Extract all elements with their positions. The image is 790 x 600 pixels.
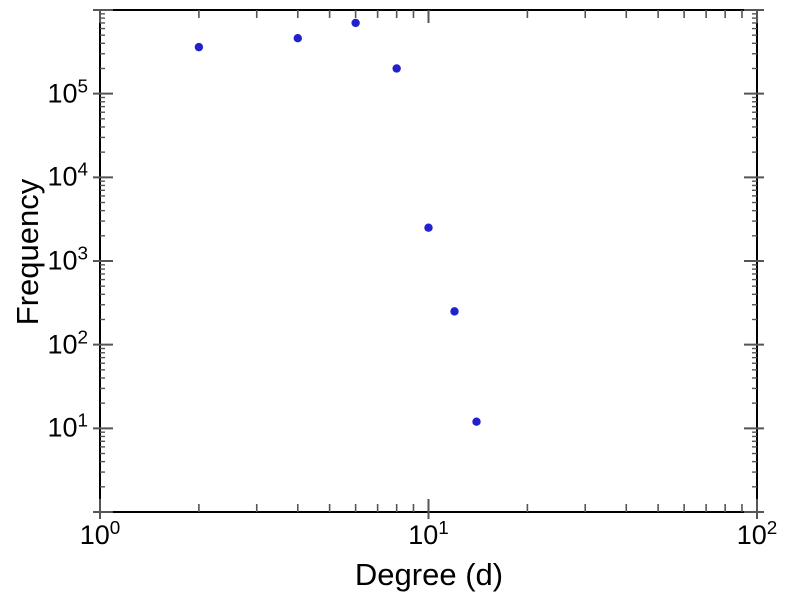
x-tick-label: 100: [79, 518, 121, 550]
x-tick-label: 102: [736, 518, 778, 550]
y-tick-label: 102: [47, 327, 88, 360]
y-minor-ticks: [100, 13, 757, 488]
data-point: [392, 64, 401, 73]
y-tick-label: 101: [47, 410, 88, 443]
y-tick-label: 104: [47, 159, 88, 192]
y-tick-label: 105: [47, 76, 88, 109]
data-point: [351, 18, 360, 28]
data-point: [194, 42, 204, 52]
x-axis-label: Degree (d): [354, 557, 504, 592]
y-major-ticks: [93, 9, 764, 513]
x-minor-ticks: [198, 10, 743, 512]
plot-frame: [99, 9, 758, 513]
y-axis-label: Frequency: [10, 178, 45, 326]
data-point: [424, 223, 433, 232]
y-tick-label: 103: [47, 243, 88, 276]
data-points: [194, 18, 481, 426]
data-point: [293, 34, 302, 43]
x-tick-label: 101: [408, 518, 449, 550]
x-major-ticks: [99, 10, 758, 519]
data-point: [450, 307, 459, 316]
data-point: [472, 417, 481, 426]
